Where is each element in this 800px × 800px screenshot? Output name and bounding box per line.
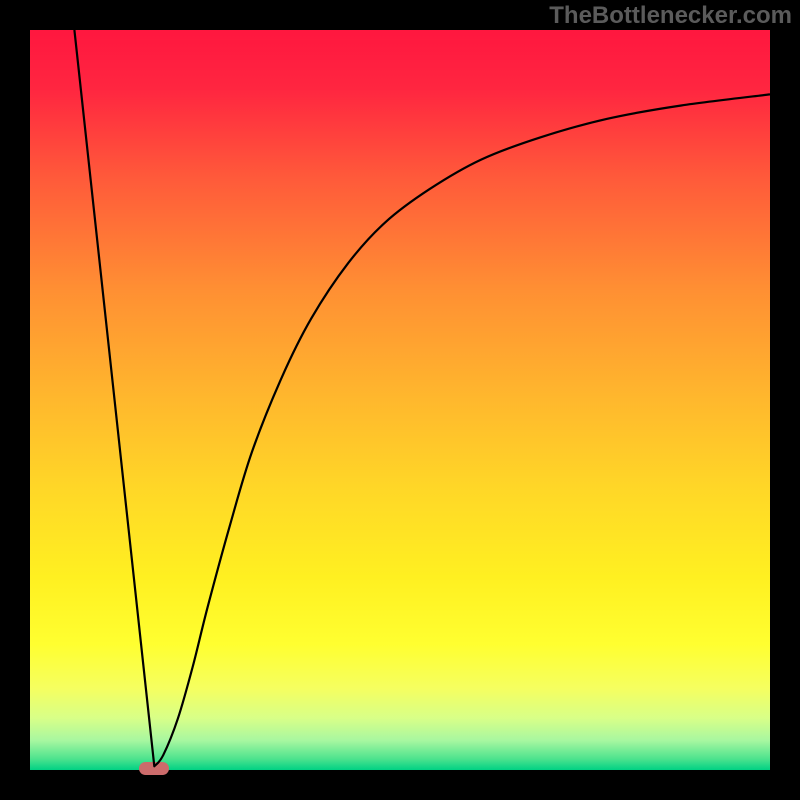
- plot-area: [30, 30, 770, 770]
- chart-frame: TheBottlenecker.com: [0, 0, 800, 800]
- watermark-text: TheBottlenecker.com: [549, 2, 792, 30]
- bottleneck-curve: [30, 30, 770, 770]
